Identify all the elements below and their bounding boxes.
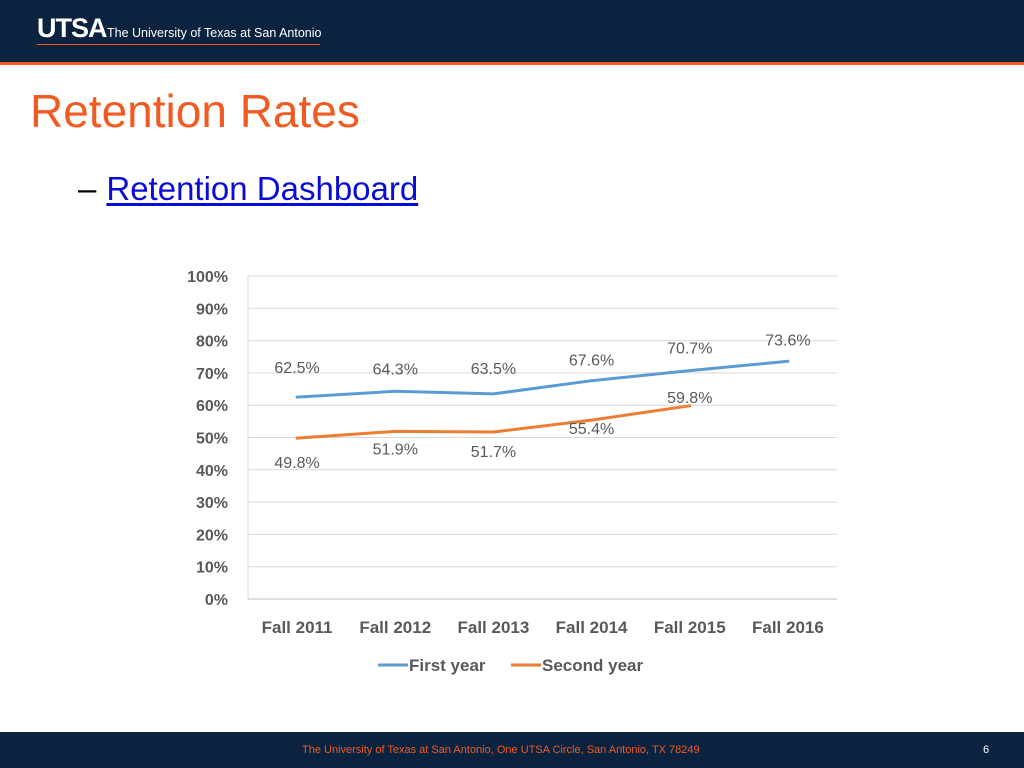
data-label: 51.7% — [471, 444, 516, 461]
series-line-first-year — [295, 359, 790, 399]
x-tick-label: Fall 2011 — [262, 618, 333, 637]
y-tick-label: 70% — [196, 366, 228, 383]
header-rule — [0, 62, 1024, 65]
data-label: 62.5% — [274, 360, 319, 377]
slide-title: Retention Rates — [30, 85, 360, 137]
data-label: 63.5% — [471, 361, 516, 378]
y-tick-label: 40% — [196, 463, 228, 480]
data-label: 73.6% — [765, 332, 810, 349]
retention-dashboard-link[interactable]: Retention Dashboard — [106, 170, 419, 207]
data-label: 70.7% — [667, 341, 712, 358]
x-tick-label: Fall 2012 — [359, 618, 431, 637]
y-tick-label: 90% — [196, 301, 228, 318]
x-tick-label: Fall 2014 — [556, 618, 628, 637]
legend-label: Second year — [542, 656, 643, 675]
logo-wordmark: UTSA — [37, 13, 107, 43]
y-tick-label: 80% — [196, 334, 228, 351]
bullet-item: – Retention Dashboard — [78, 172, 418, 205]
data-label: 64.3% — [373, 361, 418, 378]
x-tick-label: Fall 2015 — [654, 618, 726, 637]
x-tick-label: Fall 2013 — [458, 618, 530, 637]
data-label: 49.8% — [274, 455, 319, 472]
y-tick-label: 50% — [196, 431, 228, 448]
y-tick-label: 60% — [196, 398, 228, 415]
legend-label: First year — [409, 656, 486, 675]
y-tick-label: 10% — [196, 560, 228, 577]
logo-tagline: The University of Texas at San Antonio — [107, 26, 322, 40]
x-tick-label: Fall 2016 — [752, 618, 824, 637]
header-bar — [0, 0, 1024, 62]
y-tick-label: 0% — [205, 592, 228, 609]
page-number: 6 — [983, 744, 990, 756]
data-label: 67.6% — [569, 353, 614, 370]
y-tick-label: 100% — [187, 269, 228, 286]
logo-underline — [37, 44, 320, 45]
data-label: 59.8% — [667, 390, 712, 407]
footer-address: The University of Texas at San Antonio, … — [302, 744, 700, 756]
data-label: 55.4% — [569, 421, 614, 438]
series-line-second-year — [295, 404, 692, 440]
y-tick-label: 30% — [196, 495, 228, 512]
data-label: 51.9% — [373, 441, 418, 458]
footer-bar — [0, 732, 1024, 768]
utsa-logo[interactable]: UTSA — [37, 15, 107, 42]
y-tick-label: 20% — [196, 527, 228, 544]
bullet-dash: – — [78, 170, 97, 207]
